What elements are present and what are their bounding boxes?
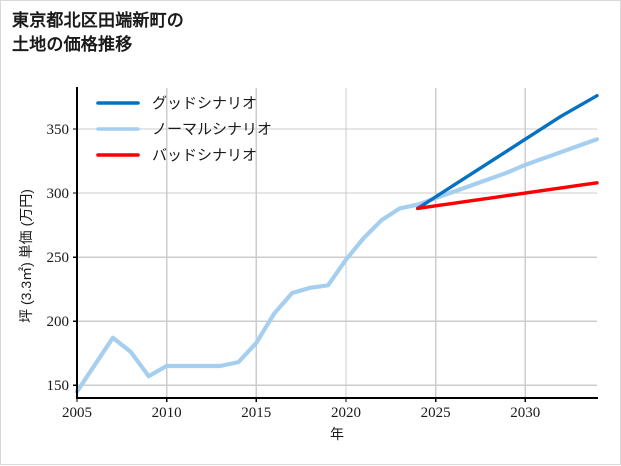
y-tick-label: 300 [47,186,70,202]
x-tick-label: 2005 [62,405,92,421]
axes-group [73,87,598,402]
x-tick-label: 2030 [510,405,540,421]
y-tick-label: 200 [47,314,70,330]
x-tick-label: 2020 [331,405,361,421]
series-line-0 [415,93,599,211]
y-tick-label: 350 [47,122,70,138]
x-axis-title: 年 [330,426,344,442]
y-tick-label: 250 [47,250,70,266]
y-tick-label: 150 [47,378,70,394]
series-line-1 [74,137,600,394]
legend-label-2: バッドシナリオ [152,148,257,164]
x-tick-label: 2010 [152,405,182,421]
y-axis-title: 坪 (3.3㎡) 単価 (万円) [18,189,34,323]
legend-label-1: ノーマルシナリオ [152,122,272,138]
tick-labels-group: 2005 2010 2015 2020 2025 2030 150 200 250 300 350 [47,122,541,421]
series-line-2 [415,181,599,211]
series-group [74,93,600,394]
x-tick-label: 2025 [421,405,451,421]
chart-title: 東京都北区田端新町の 土地の価格推移 [12,11,184,55]
legend-label-0: グッドシナリオ [152,95,257,112]
x-tick-label: 2015 [241,405,271,421]
